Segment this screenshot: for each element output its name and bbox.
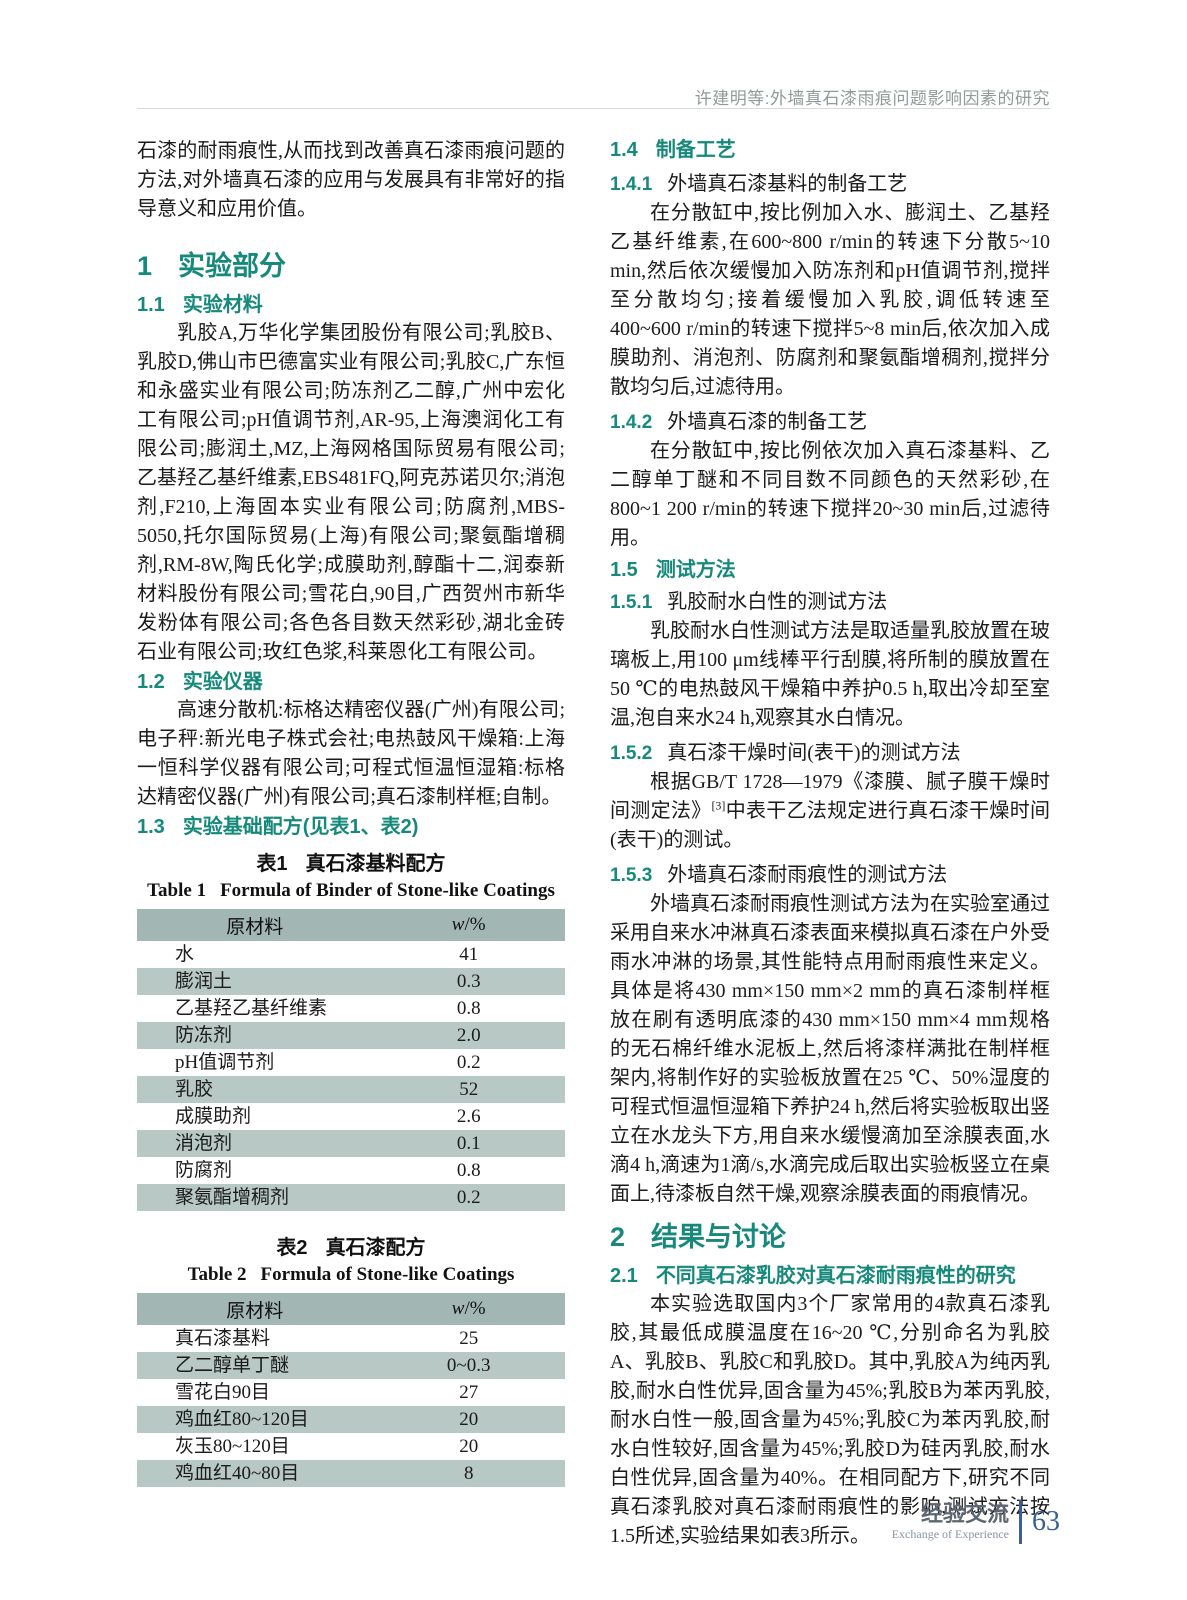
section-1-3-heading: 1.3 实验基础配方(见表1、表2): [137, 814, 565, 841]
table2-row: 雪花白90目 27: [175, 1382, 479, 1403]
section-2-1-paragraph: 本实验选取国内3个厂家常用的4款真石漆乳胶,其最低成膜温度在16~20 ℃,分别…: [610, 1293, 1050, 1547]
section-1-5-title: 测试方法: [655, 559, 736, 581]
section-1-5-1-paragraph: 乳胶耐水白性测试方法是取适量乳胶放置在玻璃板上,用100 μm线棒平行刮膜,将所…: [610, 620, 1050, 729]
table1-row: 乙基羟乙基纤维素 0.8: [175, 998, 481, 1019]
table2-row: 鸡血红40~80目 8: [137, 1460, 565, 1487]
table1-caption-en: Table 1 Formula of Binder of Stone-like C…: [137, 878, 565, 903]
section-1-4-2-number: 1.4.2: [610, 412, 653, 433]
table2-row: 乙二醇单丁醚 0~0.3: [137, 1352, 565, 1379]
column-right: 1.4 制备工艺 1.4.1 外墙真石漆基料的制备工艺 在分散缸中,按比例加入水、膨…: [610, 137, 1050, 1551]
page-number: 63: [1032, 1506, 1060, 1537]
section-1-heading: 1 实验部分: [137, 248, 565, 284]
section-1-4-1-paragraph: 在分散缸中,按比例加入水、膨润土、乙基羟乙基纤维素,在600~800 r/min…: [610, 202, 1050, 398]
section-1-5-2-title: 真石漆干燥时间(表干)的测试方法: [667, 742, 961, 764]
table1-row: pH值调节剂 0.2: [175, 1052, 481, 1073]
page-footer: 经验交流 Exchange of Experience 63: [892, 1500, 1060, 1544]
table1-row: 防腐剂 0.8: [175, 1160, 481, 1181]
table2-row: 鸡血红80~120目 20: [137, 1406, 565, 1433]
section-1-5-1-heading: 1.5.1 乳胶耐水白性的测试方法: [610, 588, 1050, 617]
footer-section-labels: 经验交流 Exchange of Experience: [892, 1502, 1009, 1542]
section-1-2-title: 实验仪器: [182, 671, 263, 693]
section-1-4-heading: 1.4 制备工艺: [610, 137, 1050, 164]
section-1-1-paragraph: 乳胶A,万华化学集团股份有限公司;乳胶B、乳胶D,佛山市巴德富实业有限公司;乳胶…: [137, 322, 565, 663]
section-1-5-2-paragraph: 根据GB/T 1728—1979《漆膜、腻子膜干燥时间测定法》[3]中表干乙法规…: [610, 771, 1051, 851]
table1-col1-header: 原材料: [137, 909, 373, 941]
section-1-5-2-number: 1.5.2: [610, 743, 653, 764]
table1-row: 成膜助剂 2.6: [175, 1106, 481, 1127]
section-1-5-number: 1.5: [610, 559, 638, 581]
table2-caption-en: Table 2 Formula of Stone-like Coatings: [137, 1262, 565, 1287]
table2-caption-en-text: Formula of Stone-like Coatings: [260, 1264, 515, 1285]
section-2-1-number: 2.1: [610, 1265, 638, 1287]
section-1-3-title: 实验基础配方(见表1、表2): [182, 816, 419, 838]
section-1-5-2-heading: 1.5.2 真石漆干燥时间(表干)的测试方法: [610, 739, 1050, 768]
table1-caption-cn-label: 表1: [256, 853, 288, 875]
section-1-5-3-title: 外墙真石漆耐雨痕性的测试方法: [667, 864, 948, 886]
table1-row: 水 41: [175, 944, 479, 965]
section-1-4-2-paragraph: 在分散缸中,按比例依次加入真石漆基料、乙二醇单丁醚和不同目数不同颜色的天然彩砂,…: [610, 440, 1050, 549]
section-1-3-number: 1.3: [137, 816, 165, 838]
section-1-5-3-heading: 1.5.3 外墙真石漆耐雨痕性的测试方法: [610, 861, 1050, 890]
header-rule: [137, 108, 1050, 109]
running-title: 许建明等:外墙真石漆雨痕问题影响因素的研究: [694, 89, 1050, 108]
section-1-5-3-paragraph: 外墙真石漆耐雨痕性测试方法为在实验室通过采用自来水冲淋真石漆表面来模拟真石漆在户…: [610, 893, 1050, 1205]
section-1-2-paragraph: 高速分散机:标格达精密仪器(广州)有限公司;电子秤:新光电子株式会社;电热鼓风干…: [137, 699, 565, 808]
table1: 原材料 w/% 水 41 膨润土 0.3 乙基羟乙基纤维素 0.8 防冻剂 2.0 pH…: [137, 909, 565, 1211]
table1-row: 防冻剂 2.0: [137, 1022, 565, 1049]
footer-divider-bar: [1019, 1500, 1022, 1544]
table2: 原材料 w/% 真石漆基料 25 乙二醇单丁醚 0~0.3 雪花白90目 27 鸡血红…: [137, 1293, 565, 1487]
section-2-1-heading: 2.1 不同真石漆乳胶对真石漆耐雨痕性的研究: [610, 1263, 1050, 1290]
footer-section-name-cn: 经验交流: [920, 1501, 1009, 1526]
section-1-4-title: 制备工艺: [655, 139, 736, 161]
reference-3-superscript: [3]: [711, 798, 726, 813]
table2-row: 真石漆基料 25: [175, 1328, 479, 1349]
section-1-5-heading: 1.5 测试方法: [610, 557, 1050, 584]
section-1-number: 1: [137, 251, 153, 281]
table2-caption-cn: 表2 真石漆配方: [137, 1235, 565, 1262]
table1-caption-en-label: Table 1: [147, 880, 207, 901]
table1-header-row: 原材料 w/%: [137, 909, 565, 941]
section-1-4-1-number: 1.4.1: [610, 174, 653, 195]
section-2-number: 2: [610, 1222, 626, 1252]
table1-row: 膨润土 0.3: [137, 968, 565, 995]
table1-row: 消泡剂 0.1: [137, 1130, 565, 1157]
table2-col2-header: w/%: [372, 1293, 565, 1325]
section-1-5-3-number: 1.5.3: [610, 865, 653, 886]
table1-col2-header: w/%: [372, 909, 565, 941]
table2-row: 灰玉80~120目 20: [175, 1436, 479, 1457]
section-2-title: 结果与讨论: [651, 1222, 787, 1252]
table1-caption-cn-text: 真石漆基料配方: [305, 853, 446, 875]
table1-row: 聚氨酯增稠剂 0.2: [137, 1184, 565, 1211]
table1-caption-cn: 表1 真石漆基料配方: [137, 851, 565, 878]
table1-row: 乳胶 52: [137, 1076, 565, 1103]
table2-header-row: 原材料 w/%: [137, 1293, 565, 1325]
section-1-4-1-title: 外墙真石漆基料的制备工艺: [667, 173, 908, 195]
table1-caption-en-text: Formula of Binder of Stone-like Coatings: [220, 880, 555, 901]
section-1-1-title: 实验材料: [182, 294, 263, 316]
section-2-heading: 2 结果与讨论: [610, 1219, 1050, 1255]
section-1-title: 实验部分: [178, 251, 287, 281]
table2-caption-cn-text: 真石漆配方: [325, 1237, 426, 1259]
section-1-4-number: 1.4: [610, 139, 638, 161]
section-1-1-number: 1.1: [137, 294, 165, 316]
section-1-5-1-number: 1.5.1: [610, 592, 653, 613]
table2-caption-en-label: Table 2: [187, 1264, 247, 1285]
column-left: 石漆的耐雨痕性,从而找到改善真石漆雨痕问题的方法,对外墙真石漆的应用与发展具有非…: [137, 137, 565, 1487]
section-1-4-1-heading: 1.4.1 外墙真石漆基料的制备工艺: [610, 170, 1050, 199]
section-1-2-number: 1.2: [137, 671, 165, 693]
footer-section-name-en: Exchange of Experience: [891, 1527, 1009, 1541]
section-2-1-title: 不同真石漆乳胶对真石漆耐雨痕性的研究: [655, 1265, 1016, 1287]
intro-continuation-paragraph: 石漆的耐雨痕性,从而找到改善真石漆雨痕问题的方法,对外墙真石漆的应用与发展具有非…: [137, 140, 565, 220]
section-1-2-heading: 1.2 实验仪器: [137, 669, 565, 696]
section-1-5-1-title: 乳胶耐水白性的测试方法: [667, 591, 888, 613]
section-1-4-2-title: 外墙真石漆的制备工艺: [667, 411, 868, 433]
section-1-1-heading: 1.1 实验材料: [137, 292, 565, 319]
table2-col1-header: 原材料: [137, 1293, 373, 1325]
table2-caption-cn-label: 表2: [276, 1237, 308, 1259]
section-1-4-2-heading: 1.4.2 外墙真石漆的制备工艺: [610, 408, 1050, 437]
